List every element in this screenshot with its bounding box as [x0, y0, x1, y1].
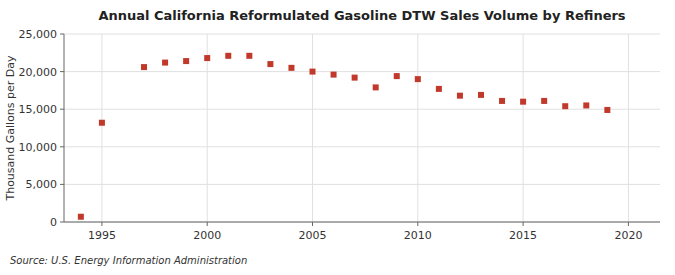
- points: [78, 53, 611, 220]
- x-tick-label: 2000: [193, 229, 221, 242]
- y-tick: [60, 109, 64, 110]
- point: [246, 53, 252, 59]
- point: [99, 120, 105, 126]
- x-tick: [628, 222, 629, 226]
- point: [288, 65, 294, 71]
- axes: 0 5,000 10,000 15,000 20,000 25,000 1995 2000 20…: [19, 28, 661, 242]
- y-tick-label: 25,000: [19, 28, 58, 41]
- x-grid-line: [312, 34, 313, 222]
- point: [583, 102, 589, 108]
- x-tick: [101, 222, 102, 226]
- point: [78, 214, 84, 220]
- y-tick-label: 15,000: [19, 103, 58, 116]
- x-grid-line: [523, 34, 524, 222]
- title: Annual California Reformulated Gasoline …: [98, 8, 625, 23]
- point: [310, 69, 316, 75]
- y-tick: [60, 146, 64, 147]
- point: [267, 61, 273, 67]
- point: [225, 53, 231, 59]
- chart: 0 5,000 10,000 15,000 20,000 25,000 1995 2000 20…: [0, 0, 675, 275]
- x-tick: [417, 222, 418, 226]
- y-tick-label: 20,000: [19, 66, 58, 79]
- point: [141, 64, 147, 70]
- x-tick: [207, 222, 208, 226]
- y-tick: [60, 71, 64, 72]
- point: [457, 93, 463, 99]
- x-tick-label: 2015: [509, 229, 537, 242]
- y-grid-line: [64, 34, 660, 35]
- point: [394, 73, 400, 79]
- point: [478, 92, 484, 98]
- point: [520, 99, 526, 105]
- x-tick-label: 1995: [88, 229, 116, 242]
- point: [541, 98, 547, 104]
- y-grid-line: [64, 109, 660, 110]
- y-grid-line: [64, 71, 660, 72]
- y-tick-label: 0: [50, 216, 57, 229]
- point: [604, 107, 610, 113]
- grid: [64, 34, 660, 222]
- x-tick-label: 2020: [614, 229, 642, 242]
- x-tick-label: 2005: [299, 229, 327, 242]
- x-grid-line: [628, 34, 629, 222]
- point: [352, 75, 358, 81]
- point: [204, 55, 210, 61]
- x-tick-label: 2010: [404, 229, 432, 242]
- x-grid-line: [417, 34, 418, 222]
- x-tick: [523, 222, 524, 226]
- point: [162, 60, 168, 66]
- source-note: Source: U.S. Energy Information Administ…: [10, 255, 247, 266]
- point: [331, 72, 337, 78]
- y-axis-line: [64, 34, 65, 222]
- x-axis-line: [64, 222, 660, 223]
- point: [183, 58, 189, 64]
- x-grid-line: [101, 34, 102, 222]
- point: [373, 84, 379, 90]
- y-grid-line: [64, 222, 660, 223]
- y-grid-line: [64, 146, 660, 147]
- y-tick-label: 5,000: [26, 178, 58, 191]
- x-grid-line: [207, 34, 208, 222]
- point: [499, 98, 505, 104]
- point: [562, 103, 568, 109]
- y-grid-line: [64, 184, 660, 185]
- y-axis-label: Thousand Gallons per Day: [4, 55, 17, 202]
- y-tick: [60, 222, 64, 223]
- point: [436, 86, 442, 92]
- point: [415, 76, 421, 82]
- x-tick: [312, 222, 313, 226]
- y-tick: [60, 34, 64, 35]
- y-tick: [60, 184, 64, 185]
- y-tick-label: 10,000: [19, 141, 58, 154]
